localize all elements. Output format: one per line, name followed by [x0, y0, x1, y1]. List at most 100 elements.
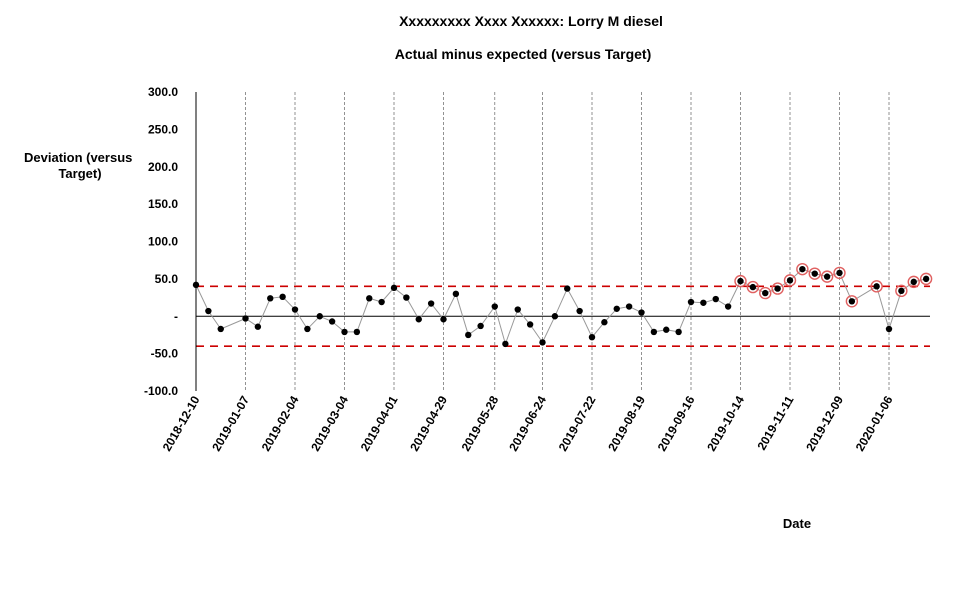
- x-axis-title: Date: [783, 516, 811, 531]
- data-point: [700, 299, 707, 306]
- data-point: [922, 275, 930, 283]
- data-point: [625, 303, 633, 310]
- data-point: [551, 313, 559, 320]
- data-point: [749, 283, 757, 291]
- data-point: [440, 316, 447, 323]
- y-tick-label: 300.0: [148, 85, 178, 99]
- data-point: [638, 309, 645, 316]
- highlight-ring: [845, 295, 859, 308]
- y-axis-title-line-1: Deviation (versus: [24, 150, 132, 165]
- data-point: [477, 322, 484, 330]
- data-point: [910, 278, 917, 286]
- y-tick-labels: 300.0 250.0 200.0 150.0 100.0 50.0 - -50.0 -100.…: [144, 85, 178, 398]
- x-tick-labels: 2018-12-10 2019-01-07 2019-02-04 2019-03-04…: [160, 393, 896, 453]
- data-point: [687, 298, 695, 306]
- data-point: [205, 307, 212, 315]
- highlight-ring: [808, 267, 821, 280]
- data-point: [217, 325, 224, 333]
- x-tick-label: 2018-12-10: [160, 393, 203, 453]
- data-point: [304, 325, 311, 333]
- y-axis-title-line-2: Target): [58, 166, 101, 181]
- y-tick-label: 200.0: [148, 160, 178, 174]
- x-tick-label: 2019-02-04: [259, 393, 302, 453]
- x-tick-label: 2019-05-28: [459, 393, 502, 453]
- data-point: [663, 326, 670, 333]
- data-point: [366, 295, 373, 302]
- data-point: [353, 328, 361, 336]
- data-point: [885, 325, 893, 333]
- data-point: [613, 305, 620, 312]
- highlight-ring: [759, 286, 772, 300]
- x-tick-label: 2019-07-22: [556, 393, 599, 453]
- highlight-ring: [771, 282, 784, 295]
- data-point: [675, 328, 682, 336]
- data-point: [539, 339, 546, 346]
- data-point: [279, 293, 286, 301]
- y-tick-label: 150.0: [148, 197, 178, 211]
- data-point: [341, 328, 348, 336]
- data-point: [514, 306, 521, 313]
- data-point: [403, 294, 410, 301]
- data-point: [390, 284, 398, 292]
- data-point: [823, 273, 831, 280]
- y-tick-label: 250.0: [148, 122, 178, 136]
- data-point: [576, 307, 583, 315]
- data-point: [811, 270, 818, 277]
- data-point: [427, 300, 435, 307]
- x-tick-label: 2019-10-14: [704, 393, 747, 453]
- y-tick-label: -: [174, 309, 178, 323]
- data-point: [601, 319, 608, 326]
- data-point: [491, 303, 498, 310]
- data-point: [254, 323, 262, 330]
- data-point: [848, 298, 856, 305]
- data-point: [415, 316, 422, 323]
- highlight-ring: [820, 270, 834, 283]
- highlight-ring: [734, 274, 747, 288]
- data-point: [712, 295, 719, 303]
- data-point: [898, 287, 905, 295]
- highlight-ring: [870, 280, 883, 293]
- data-point: [316, 313, 323, 320]
- x-tick-label: 2019-03-04: [308, 393, 351, 453]
- y-tick-label: 100.0: [148, 235, 178, 249]
- series: [192, 262, 933, 348]
- x-tick-label: 2020-01-06: [853, 393, 896, 453]
- y-axis-title: Deviation (versus Target): [24, 150, 136, 181]
- data-point: [724, 303, 732, 310]
- control-limits: [196, 285, 930, 347]
- x-tick-label: 2019-12-09: [803, 393, 846, 453]
- highlight-ring: [907, 275, 920, 289]
- data-point: [328, 318, 336, 325]
- data-point: [502, 340, 509, 348]
- data-point: [526, 321, 534, 328]
- data-point: [786, 277, 794, 284]
- data-point: [873, 283, 880, 290]
- data-point: [762, 289, 769, 297]
- data-point: [378, 298, 385, 306]
- data-point: [192, 281, 200, 289]
- y-tick-label: 50.0: [155, 272, 179, 286]
- data-point: [774, 285, 781, 292]
- x-tick-label: 2019-11-11: [754, 393, 796, 452]
- highlight-ring: [919, 272, 933, 286]
- data-point: [465, 331, 472, 339]
- x-tick-label: 2019-04-29: [407, 393, 450, 453]
- data-point: [291, 306, 299, 313]
- x-tick-label: 2019-01-07: [209, 393, 252, 453]
- data-point: [267, 295, 274, 302]
- data-point: [836, 269, 843, 277]
- y-tick-label: -50.0: [151, 347, 179, 361]
- highlight-ring: [796, 262, 809, 276]
- data-point: [737, 277, 744, 285]
- data-point: [650, 328, 658, 336]
- highlight-ring: [783, 274, 797, 287]
- x-tick-label: 2019-06-24: [506, 393, 549, 453]
- data-point: [564, 285, 571, 292]
- series-line: [195, 268, 927, 346]
- x-tick-label: 2019-09-16: [655, 393, 698, 453]
- highlight-ring: [833, 266, 846, 280]
- highlight-ring: [746, 280, 760, 294]
- chart-title: Xxxxxxxxx Xxxx Xxxxxx: Lorry M diesel: [399, 13, 663, 29]
- data-point: [588, 333, 596, 341]
